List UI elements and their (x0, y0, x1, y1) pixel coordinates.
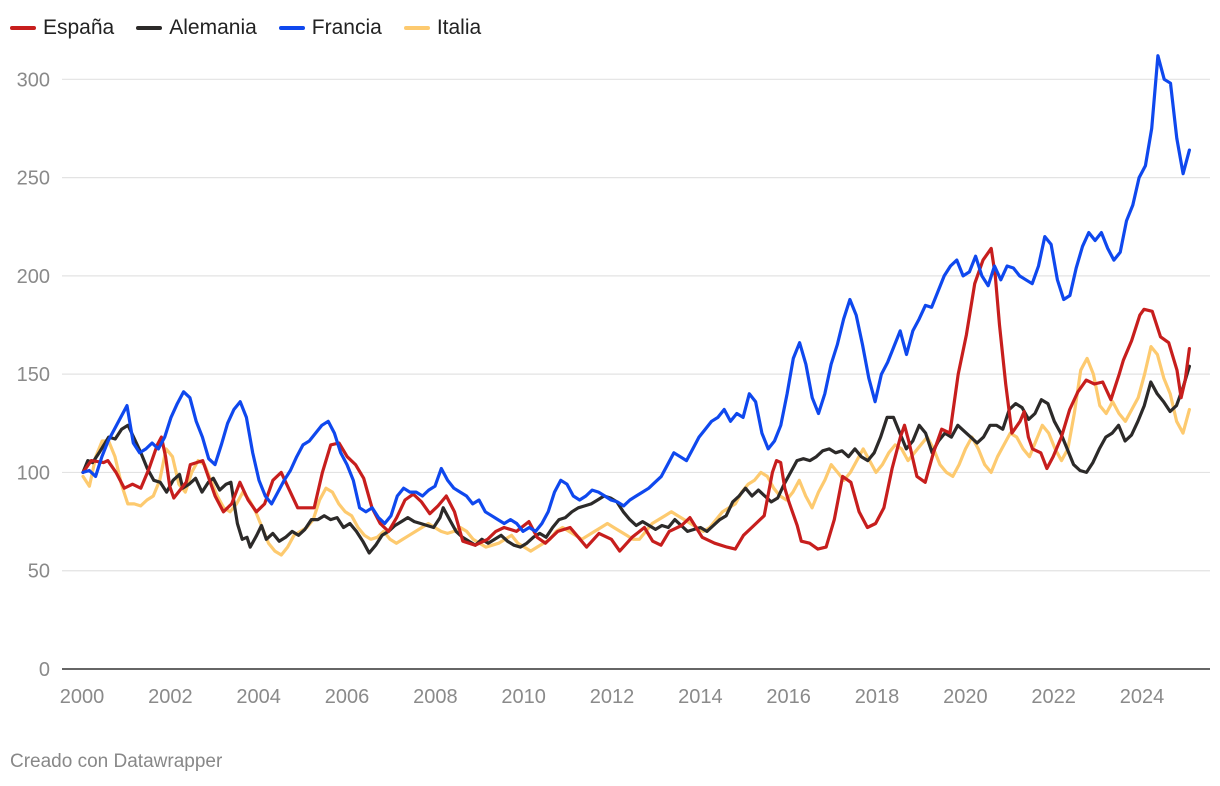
legend-swatch (10, 26, 36, 30)
x-tick-label: 2014 (678, 686, 723, 708)
datawrapper-credit: Creado con Datawrapper (10, 751, 223, 772)
y-tick-label: 0 (39, 659, 50, 681)
series-lines (81, 54, 1191, 557)
chart-legend: España Alemania Francia Italia (10, 16, 481, 40)
legend-swatch (278, 26, 305, 30)
legend-swatch (403, 26, 430, 30)
series-line-italia (81, 345, 1191, 557)
y-tick-label: 150 (17, 364, 50, 386)
x-tick-label: 2008 (413, 686, 458, 708)
y-tick-label: 250 (17, 168, 50, 190)
x-tick-label: 2002 (148, 686, 193, 708)
gridlines (62, 78, 1210, 572)
legend-label: Italia (436, 16, 482, 39)
legend-item: Alemania (136, 16, 257, 40)
series-line-alemania (81, 364, 1191, 555)
legend-swatch (136, 26, 163, 30)
y-tick-label: 200 (17, 266, 50, 288)
x-tick-label: 2024 (1120, 686, 1165, 708)
x-tick-label: 2018 (855, 686, 900, 708)
legend-label: Alemania (169, 16, 257, 39)
y-axis-tick-labels: 0 50 100 150 200 250 300 (17, 69, 50, 681)
legend-item: Francia (278, 16, 382, 40)
y-tick-label: 50 (28, 561, 50, 583)
x-axis-tick-labels: 2000 2002 2004 2006 2008 2010 2012 2014 2016 2018… (60, 686, 1165, 708)
y-tick-label: 100 (17, 462, 50, 484)
x-tick-label: 2012 (590, 686, 635, 708)
x-tick-label: 2004 (236, 686, 281, 708)
x-tick-label: 2022 (1031, 686, 1076, 708)
x-tick-label: 2006 (325, 686, 370, 708)
legend-label: Francia (311, 16, 382, 39)
x-tick-label: 2000 (60, 686, 105, 708)
series-line-espana (81, 246, 1191, 553)
legend-item: España (10, 16, 114, 40)
legend-item: Italia (403, 16, 482, 40)
x-tick-label: 2016 (766, 686, 811, 708)
legend-label: España (43, 16, 115, 39)
series-line-francia (81, 54, 1191, 533)
y-tick-label: 300 (17, 69, 50, 91)
x-tick-label: 2020 (943, 686, 988, 708)
x-tick-label: 2010 (501, 686, 546, 708)
